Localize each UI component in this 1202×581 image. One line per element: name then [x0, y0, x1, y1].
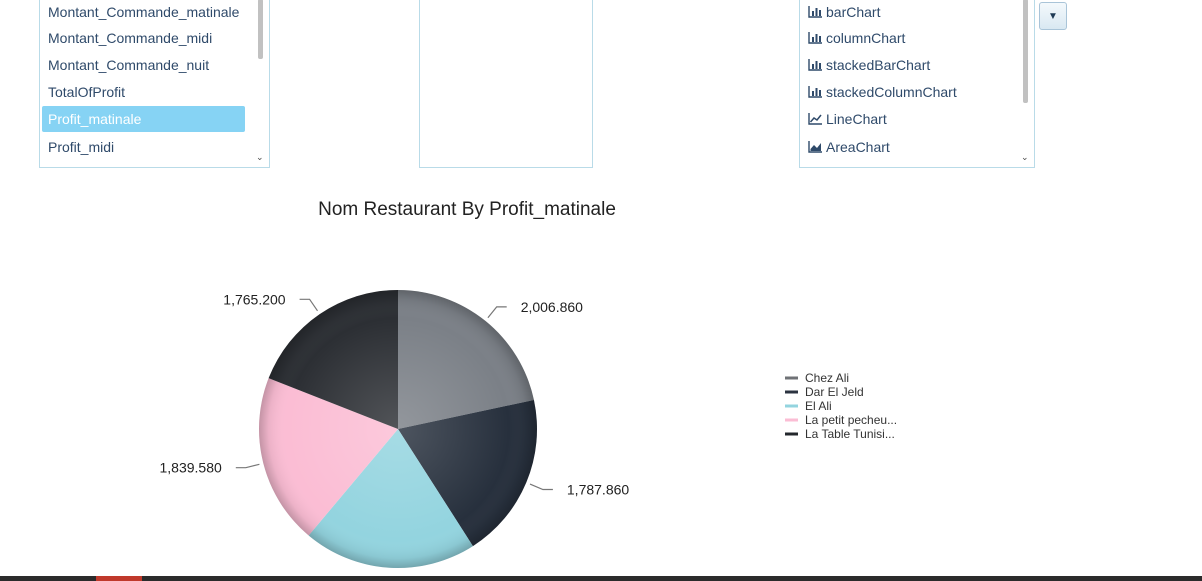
chart-type-option-areachart[interactable]: AreaChart	[802, 134, 1013, 160]
chart-type-label: barChart	[826, 4, 881, 20]
leader-line	[529, 483, 553, 491]
field-option-selected[interactable]: Profit_matinale	[42, 106, 245, 132]
legend-swatch	[785, 418, 798, 422]
chevron-down-icon: ▼	[1048, 11, 1058, 22]
field-option[interactable]: Montant_Commande_nuit	[48, 57, 210, 73]
chart-type-option-linechart[interactable]: LineChart	[802, 106, 1013, 132]
chart-type-label: stackedColumnChart	[826, 84, 957, 100]
chart-type-label: stackedBarChart	[826, 57, 931, 73]
chart-types-scrollbar-thumb[interactable]	[1023, 0, 1028, 103]
area-chart-icon	[808, 141, 822, 153]
pie-labels-group: 2,006.860 1,787.860 1,839.580 1,765.200	[160, 291, 630, 497]
chart-type-listbox[interactable]: barChart columnChart stackedBarChart sta…	[799, 0, 1035, 168]
legend-item-label[interactable]: La Table Tunisi...	[805, 427, 895, 441]
chart-type-label: columnChart	[826, 30, 906, 46]
bar-chart-icon	[808, 6, 822, 18]
pie-slices-group	[258, 290, 537, 569]
taskbar-strip	[0, 576, 1202, 581]
leader-line	[487, 306, 507, 319]
data-label: 1,765.200	[223, 291, 285, 307]
bar-chart-icon	[808, 59, 822, 71]
data-label: 1,787.860	[567, 482, 629, 498]
legend-swatch	[785, 390, 798, 394]
legend-swatch	[785, 432, 798, 436]
pie-chart: Nom Restaurant By Profit_matinale 2,006.…	[160, 199, 897, 569]
legend-item-label[interactable]: Chez Ali	[805, 371, 849, 385]
chart-title: Nom Restaurant By Profit_matinale	[318, 199, 616, 220]
chart-options-dropdown-button[interactable]: ▼	[1039, 2, 1067, 30]
line-chart-icon	[808, 113, 822, 125]
data-label: 1,839.580	[160, 460, 222, 476]
bar-chart-icon	[808, 32, 822, 44]
data-label: 2,006.860	[521, 299, 583, 315]
chart-type-option-stackedcolumnchart[interactable]: stackedColumnChart	[802, 79, 1013, 105]
leader-line	[235, 463, 260, 469]
legend-item-label[interactable]: Dar El Jeld	[805, 385, 864, 399]
legend-item-label[interactable]: La petit pecheu...	[805, 413, 897, 427]
legend-swatch	[785, 376, 798, 380]
chart-type-label: AreaChart	[826, 139, 890, 155]
taskbar-accent	[96, 576, 142, 581]
chart-type-option-barchart[interactable]: barChart	[802, 0, 1013, 25]
scroll-down-icon[interactable]: ⌄	[256, 152, 264, 162]
dimension-listbox[interactable]	[419, 0, 593, 168]
legend-swatch	[785, 404, 798, 408]
leader-line	[299, 298, 318, 312]
chart-type-option-columnchart[interactable]: columnChart	[802, 25, 1013, 51]
bar-chart-icon	[808, 86, 822, 98]
field-option[interactable]: Profit_midi	[48, 139, 115, 155]
chart-type-label: LineChart	[826, 111, 887, 127]
scroll-down-icon[interactable]: ⌄	[1021, 152, 1029, 162]
field-option[interactable]: Montant_Commande_midi	[48, 30, 213, 46]
fields-scrollbar-thumb[interactable]	[258, 0, 263, 59]
field-option[interactable]: TotalOfProfit	[48, 84, 126, 100]
field-option[interactable]: Montant_Commande_matinale	[48, 4, 240, 20]
fields-listbox[interactable]: Montant_Commande_matinale Montant_Comman…	[39, 0, 270, 168]
legend-item-label[interactable]: El Ali	[805, 399, 832, 413]
chart-type-option-stackedbarchart[interactable]: stackedBarChart	[802, 52, 1013, 78]
